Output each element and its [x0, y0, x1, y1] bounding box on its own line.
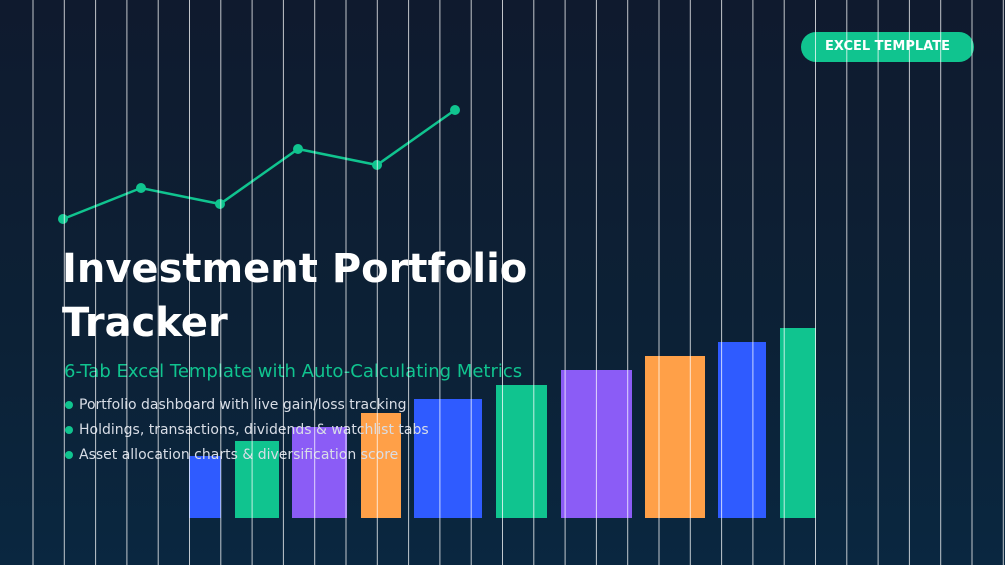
line [62, 108, 456, 221]
title: Investment Portfolio Tracker [62, 246, 528, 346]
bars [189, 328, 816, 518]
trend-line [58, 105, 460, 224]
bar [414, 399, 482, 518]
bar [361, 413, 401, 518]
subtitle: 6-Tab Excel Template with Auto-Calculati… [64, 361, 523, 382]
point [293, 144, 303, 154]
bullet: Holdings, transactions, dividends & watc… [64, 420, 429, 445]
bullet-list: Portfolio dashboard with live gain/loss … [64, 395, 429, 470]
bullet: Asset allocation charts & diversificatio… [64, 445, 429, 470]
point [136, 183, 146, 193]
badge: EXCEL TEMPLATE [801, 32, 974, 62]
point [450, 105, 460, 115]
bar [780, 328, 816, 518]
bar [292, 427, 347, 518]
point [58, 214, 68, 224]
point [215, 199, 225, 209]
bar [561, 370, 632, 518]
bar [718, 342, 766, 518]
point [372, 160, 382, 170]
bar [235, 441, 279, 518]
bar [496, 385, 547, 518]
bar [189, 456, 221, 518]
bar [645, 356, 705, 518]
bullet: Portfolio dashboard with live gain/loss … [64, 395, 429, 420]
